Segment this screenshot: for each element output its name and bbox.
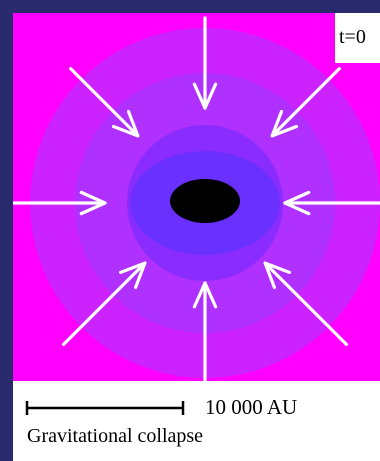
scale-bar-icon — [25, 401, 185, 415]
diagram-panel: t=0 10 000 AU Gravitational collapse — [13, 13, 380, 461]
caption: Gravitational collapse — [27, 425, 204, 447]
arrowhead — [192, 82, 218, 110]
inflow-arrows — [13, 16, 380, 381]
arrowhead — [111, 109, 140, 138]
scale-bar: 10 000 AU — [13, 381, 380, 425]
inward-arrow-icon — [270, 67, 341, 138]
arrowhead — [263, 261, 291, 289]
arrowhead — [79, 190, 107, 216]
time-label: t=0 — [335, 13, 380, 63]
collapse-diagram — [13, 13, 380, 381]
arrowhead — [119, 261, 147, 289]
arrowhead — [270, 109, 299, 138]
inward-arrow-icon — [61, 261, 147, 347]
collapsing-core — [170, 179, 240, 223]
inward-arrow-icon — [263, 261, 349, 347]
arrowhead — [192, 281, 218, 309]
scale-label: 10 000 AU — [205, 395, 298, 419]
arrowhead — [283, 190, 311, 216]
inward-arrow-icon — [69, 67, 140, 138]
